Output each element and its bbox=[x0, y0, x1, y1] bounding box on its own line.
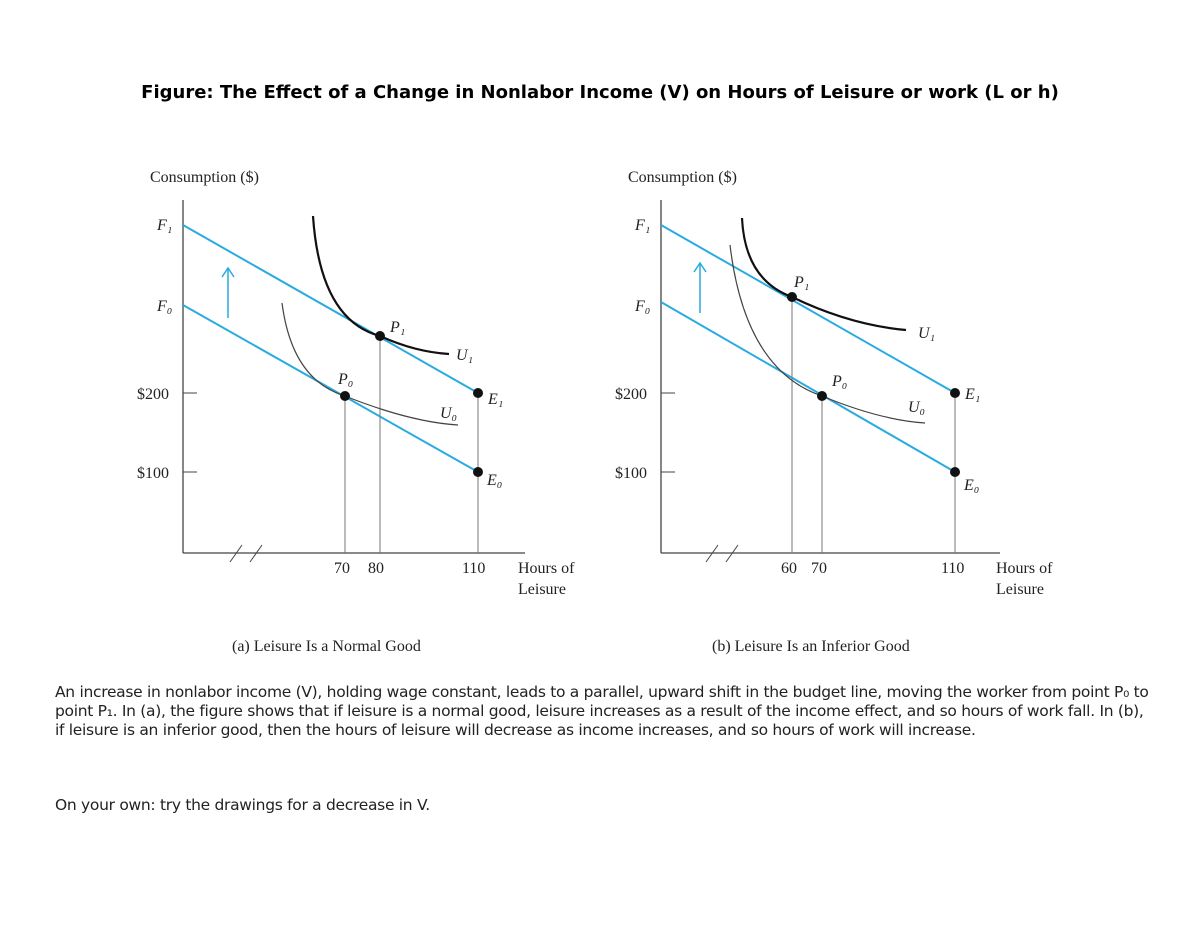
tick-label-f1: F₁ bbox=[156, 217, 172, 234]
label-e1: E₁ bbox=[964, 386, 980, 403]
label-u0: U₀ bbox=[440, 405, 457, 422]
explanation-paragraph: An increase in nonlabor income (V), hold… bbox=[55, 683, 1149, 739]
budget-line-upper bbox=[182, 224, 479, 394]
x-tick-70: 70 bbox=[811, 560, 827, 577]
x-axis-label-line2: Leisure bbox=[518, 581, 566, 598]
arrow-up-icon bbox=[221, 266, 235, 318]
label-u0: U₀ bbox=[908, 399, 925, 416]
indifference-curve-u1 bbox=[740, 217, 907, 332]
label-p0: P₀ bbox=[337, 371, 353, 388]
x-tick-70: 70 bbox=[334, 560, 350, 577]
tick-label-f0: F₀ bbox=[634, 298, 650, 315]
label-u1: U₁ bbox=[918, 325, 935, 342]
x-axis-label-line2: Leisure bbox=[996, 581, 1044, 598]
tick-label-f1: F₁ bbox=[634, 217, 650, 234]
x-tick-80: 80 bbox=[368, 560, 384, 577]
label-e0: E₀ bbox=[963, 477, 979, 494]
tick-label-f0: F₀ bbox=[156, 298, 172, 315]
label-e0: E₀ bbox=[486, 472, 502, 489]
x-tick-110: 110 bbox=[462, 560, 485, 577]
indifference-curve-u0 bbox=[281, 302, 459, 426]
point-e1 bbox=[473, 388, 483, 398]
label-p1: P₁ bbox=[389, 319, 405, 336]
point-p1 bbox=[375, 331, 385, 341]
point-e0 bbox=[473, 467, 483, 477]
caption-b: (b) Leisure Is an Inferior Good bbox=[712, 638, 910, 655]
label-u1: U₁ bbox=[456, 347, 473, 364]
budget-line-upper bbox=[660, 224, 956, 394]
indifference-curve-u1 bbox=[311, 215, 450, 356]
tick-label-100: $100 bbox=[137, 465, 169, 482]
axis-break-icon bbox=[229, 544, 263, 563]
budget-line-lower bbox=[660, 301, 956, 473]
tick-label-200: $200 bbox=[615, 386, 647, 403]
label-p0: P₀ bbox=[831, 373, 847, 390]
x-axis-label-line1: Hours of bbox=[518, 560, 575, 577]
point-p0 bbox=[340, 391, 350, 401]
point-e0 bbox=[950, 467, 960, 477]
panel-b: Consumption ($) F₁ F₀ $200 $100 P₁ P₀ E bbox=[615, 169, 1053, 598]
budget-line-lower bbox=[182, 304, 479, 473]
panel-a: Consumption ($) F₁ F₀ $200 $100 P₁ P₀ E bbox=[137, 169, 575, 598]
x-axis-label-line1: Hours of bbox=[996, 560, 1053, 577]
caption-a: (a) Leisure Is a Normal Good bbox=[232, 638, 421, 655]
point-p0 bbox=[817, 391, 827, 401]
y-axis-label: Consumption ($) bbox=[150, 169, 259, 186]
point-p1 bbox=[787, 292, 797, 302]
exercise-note: On your own: try the drawings for a decr… bbox=[55, 796, 430, 814]
x-tick-110: 110 bbox=[941, 560, 964, 577]
tick-label-100: $100 bbox=[615, 465, 647, 482]
diagrams: Consumption ($) F₁ F₀ $200 $100 P₁ P₀ E bbox=[137, 169, 1053, 598]
axis-break-icon bbox=[705, 544, 739, 563]
point-e1 bbox=[950, 388, 960, 398]
arrow-up-icon bbox=[693, 261, 707, 313]
label-p1: P₁ bbox=[793, 274, 809, 291]
y-axis-label: Consumption ($) bbox=[628, 169, 737, 186]
figure-title: Figure: The Effect of a Change in Nonlab… bbox=[141, 82, 1059, 103]
indifference-curve-u0 bbox=[729, 244, 926, 424]
tick-label-200: $200 bbox=[137, 386, 169, 403]
label-e1: E₁ bbox=[487, 391, 503, 408]
x-tick-60: 60 bbox=[781, 560, 797, 577]
